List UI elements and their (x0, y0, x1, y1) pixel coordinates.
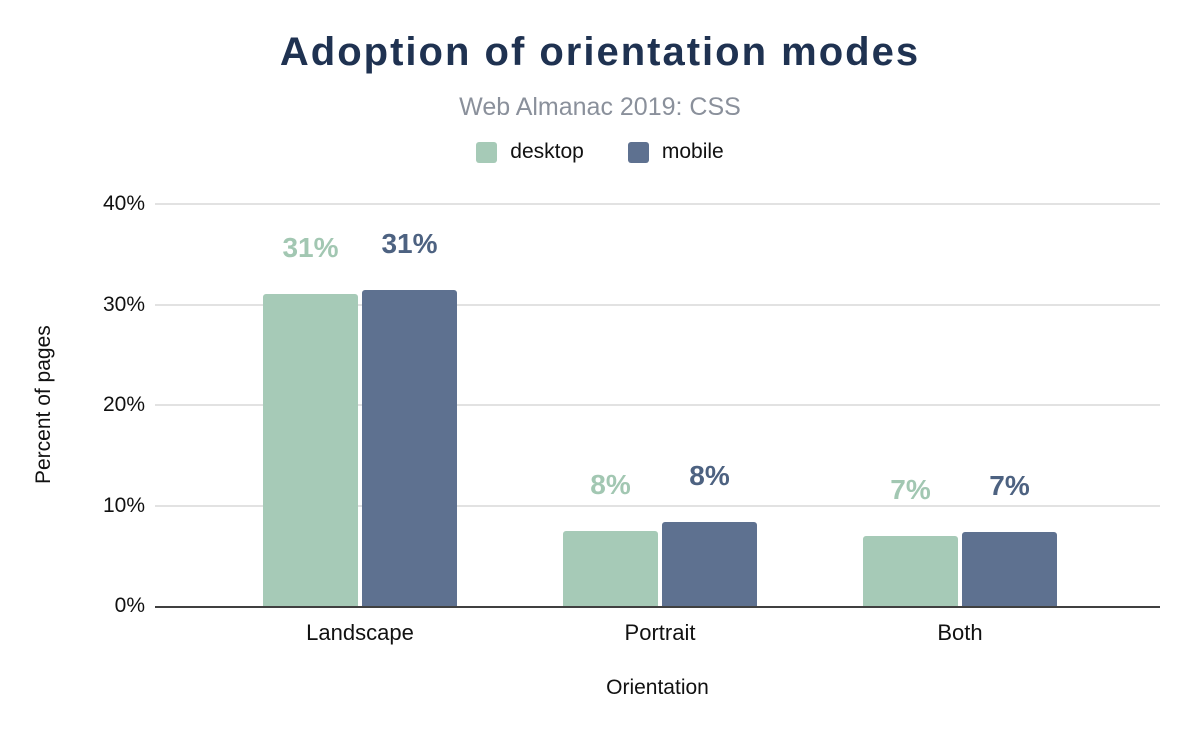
bar-desktop-portrait (563, 530, 658, 606)
bar-mobile-both (962, 531, 1057, 606)
bar-value-label: 31% (381, 228, 438, 260)
y-axis-title: Percent of pages (32, 325, 55, 485)
gridline (155, 404, 1160, 406)
gridline (155, 504, 1160, 507)
gridline (155, 203, 1160, 205)
bar-mobile-portrait (662, 521, 757, 606)
chart-title: Adoption of orientation modes (279, 30, 921, 74)
y-tick-label: 0% (114, 594, 145, 617)
bar-value-label: 7% (989, 469, 1030, 501)
category-label-both: Both (937, 620, 983, 645)
bar-value-label: 8% (590, 468, 631, 500)
bar-value-label: 31% (282, 232, 339, 264)
category-label-portrait: Portrait (624, 620, 696, 645)
mobile-swatch-icon (627, 141, 649, 163)
legend-label-mobile: mobile (661, 140, 724, 163)
bar-desktop-both (863, 535, 958, 606)
chart-subtitle: Web Almanac 2019: CSS (459, 93, 741, 121)
desktop-swatch-icon (476, 141, 498, 163)
y-tick-label: 30% (102, 292, 145, 316)
y-tick-label: 40% (102, 192, 145, 215)
plot-area: 0% 10% 20% 30% 40% 31% 8% 7% 31% 8% 7% Landscape Por… (103, 192, 1160, 645)
x-axis-line (155, 606, 1160, 608)
bar-mobile-landscape (362, 290, 457, 606)
legend-item-mobile: mobile (627, 140, 724, 164)
chart-legend: desktop mobile (0, 140, 1200, 164)
bar-desktop-landscape (263, 294, 358, 606)
bar-value-label: 7% (890, 473, 931, 505)
category-label-landscape: Landscape (306, 620, 414, 645)
gridline (155, 303, 1160, 306)
y-tick-label: 20% (102, 393, 145, 416)
legend-item-desktop: desktop (476, 140, 584, 164)
legend-label-desktop: desktop (510, 140, 584, 163)
x-axis-title: Orientation (606, 676, 709, 699)
y-tick-label: 10% (102, 493, 145, 517)
bar-value-label: 8% (689, 459, 730, 491)
